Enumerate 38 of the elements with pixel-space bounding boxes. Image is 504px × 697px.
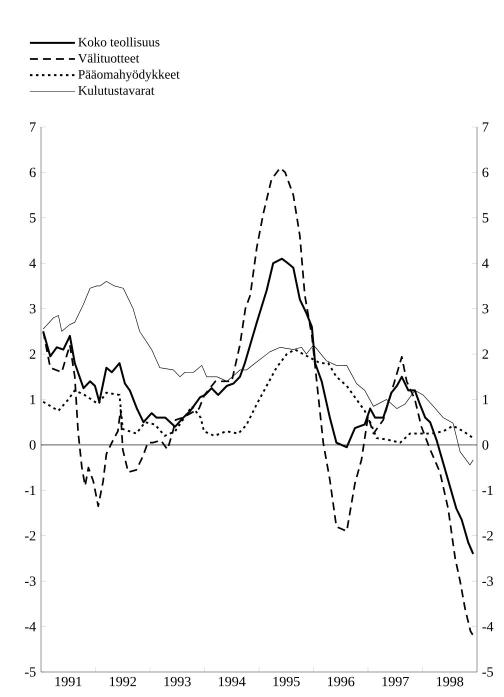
y-tick-label: 2 — [30, 349, 36, 359]
y2-tick-label: -2 — [482, 531, 493, 540]
x-tick-label: 1997 — [382, 676, 409, 686]
legend-label: Koko teollisuus — [78, 37, 160, 46]
x-tick-label: 1992 — [110, 676, 136, 686]
y-tick-label: -1 — [24, 486, 36, 495]
y-tick-label: -4 — [24, 622, 36, 632]
y2-tick-label: 6 — [482, 168, 488, 178]
y2-tick-label: 7 — [482, 122, 488, 132]
y2-tick-label: -5 — [482, 667, 493, 677]
y2-tick-label: 0 — [482, 440, 488, 450]
y-tick-label: -5 — [24, 667, 36, 677]
x-tick-label: 1998 — [436, 676, 464, 686]
y-tick-label: -2 — [24, 531, 36, 540]
x-tick-label: 1995 — [273, 676, 300, 686]
y-tick-label: 7 — [30, 122, 36, 132]
y2-tick-label: 2 — [482, 349, 488, 359]
y-tick-label: 5 — [30, 213, 36, 222]
x-tick-label: 1993 — [164, 676, 191, 686]
legend-label: Välituotteet — [78, 53, 140, 63]
y2-tick-label: -4 — [482, 622, 494, 632]
y2-tick-label: -1 — [482, 486, 493, 495]
x-tick-label: 1996 — [328, 676, 354, 686]
legend-label: Pääomahyödykkeet — [78, 70, 180, 82]
legend-label: Kulutustavarat — [78, 86, 154, 95]
y2-tick-label: 1 — [483, 394, 488, 404]
y2-tick-label: 3 — [482, 304, 488, 314]
y-tick-label: 3 — [30, 304, 36, 314]
x-tick-label: 1991 — [55, 676, 82, 686]
y-tick-label: -3 — [24, 576, 36, 586]
y2-tick-label: 4 — [482, 258, 489, 268]
y-tick-label: 0 — [30, 440, 36, 450]
y2-tick-label: -3 — [482, 576, 493, 586]
y-tick-label: 4 — [29, 258, 36, 268]
y2-tick-label: 5 — [482, 213, 488, 222]
y-tick-label: 1 — [30, 394, 36, 404]
y-tick-label: 6 — [30, 168, 36, 178]
x-tick-label: 1994 — [218, 676, 246, 686]
